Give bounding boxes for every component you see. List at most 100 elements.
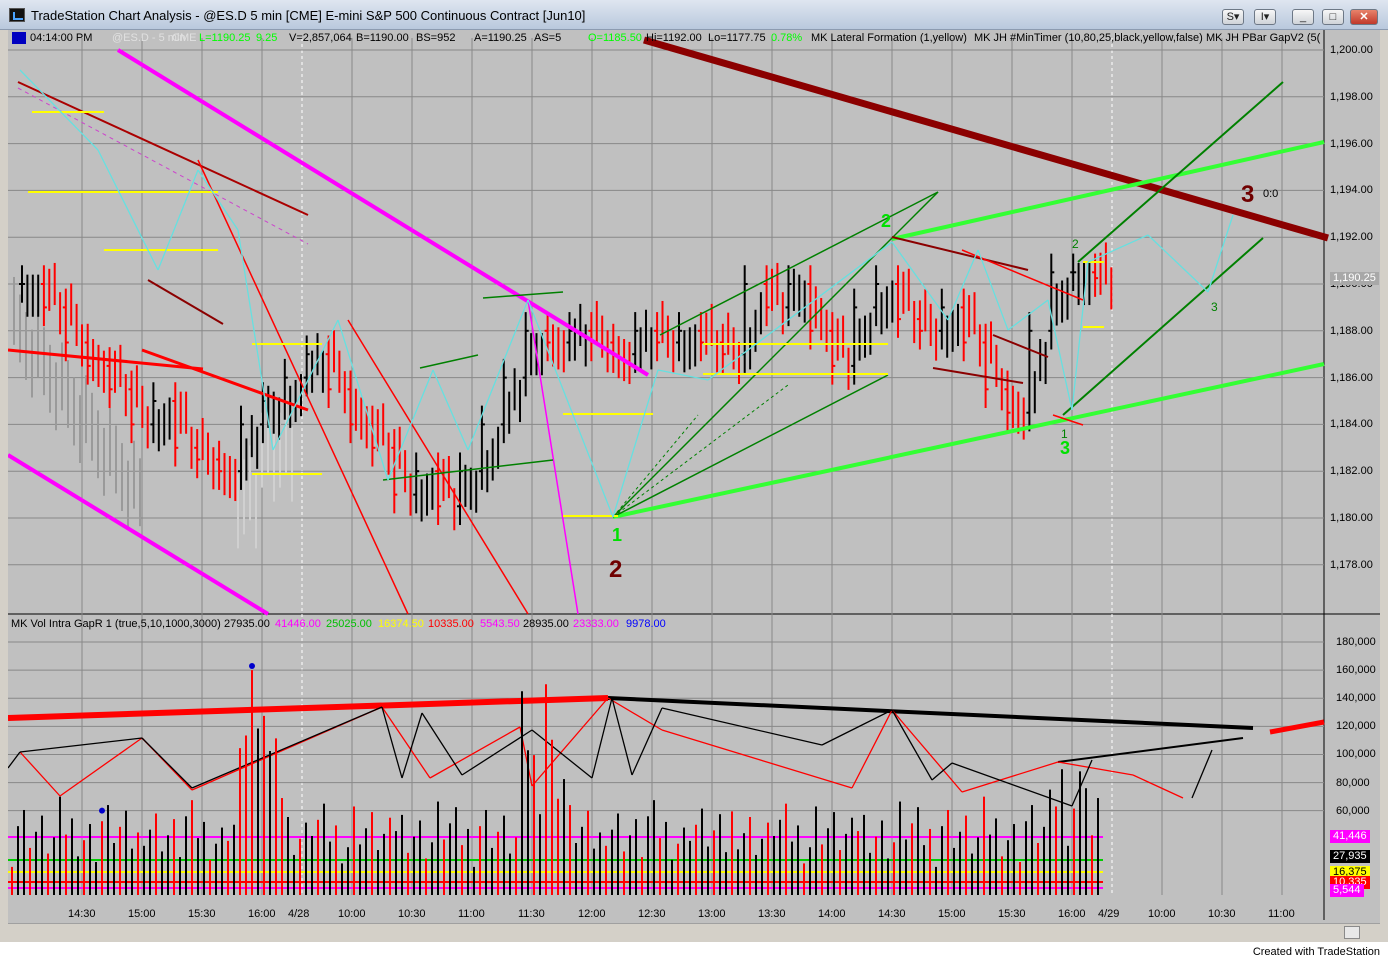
volume-zigzag (1132, 774, 1184, 799)
time-axis-tick-label: 15:30 (188, 908, 216, 920)
volume-trendline (1057, 737, 1244, 763)
volume-axis-tick-label: 60,000 (1336, 804, 1370, 817)
volume-zigzag (951, 762, 1073, 807)
volume-zigzag (891, 709, 963, 793)
zigzag-line (1007, 299, 1049, 331)
zigzag-line (97, 149, 159, 271)
zigzag-line (891, 241, 949, 321)
volume-axis-tick-label: 180,000 (1336, 636, 1376, 649)
time-axis-tick-label: 4/28 (288, 908, 310, 920)
time-axis-tick-label: 15:30 (998, 908, 1026, 920)
wave-label: 1 (612, 525, 623, 545)
trendline-support (612, 362, 1325, 519)
time-axis-tick-label: 16:00 (1058, 908, 1086, 920)
volume-zigzag (141, 737, 193, 789)
header-bid: B=1190.00 (356, 32, 409, 44)
header-time: 04:14:00 PM (30, 32, 93, 44)
trendline (8, 348, 204, 371)
trendline (1052, 414, 1084, 426)
volume-trendline (8, 695, 609, 721)
volume-zigzag (19, 751, 61, 797)
maximize-button[interactable]: □ (1322, 9, 1344, 25)
close-button[interactable]: ✕ (1350, 9, 1378, 25)
trendline (17, 81, 309, 216)
zigzag-line (947, 249, 979, 321)
volume-study-value: 41446.00 (275, 618, 321, 630)
wave-label: 1 (1061, 427, 1068, 441)
header-open: O=1185.50 (588, 32, 642, 44)
volume-zigzag (611, 697, 633, 776)
title-bar: TradeStation Chart Analysis - @ES.D 5 mi… (0, 0, 1388, 30)
volume-study-value: 23333.00 (573, 618, 619, 630)
chart-canvas[interactable] (8, 30, 1380, 930)
time-axis-tick-label: 10:30 (398, 908, 426, 920)
trendline (347, 319, 529, 615)
channel-line (482, 291, 564, 299)
volume-zigzag (59, 737, 143, 797)
tradestation-app-icon (9, 8, 25, 22)
trendline-magenta (8, 453, 270, 616)
header-bid-size: BS=952 (416, 32, 456, 44)
price-axis-tick-label: 1,192.00 (1330, 231, 1373, 244)
volume-zigzag (661, 707, 823, 746)
volume-study-value: 27935.00 (224, 618, 270, 630)
style-menu-button[interactable]: S▾ (1222, 9, 1244, 25)
volume-zigzag (461, 729, 533, 776)
scroll-arrow-icon[interactable] (1344, 926, 1360, 939)
zigzag-line (977, 249, 1009, 331)
price-axis-tick-label: 1,200.00 (1330, 44, 1373, 56)
volume-zigzag (191, 706, 383, 789)
indicator-label-mintimer[interactable]: MK JH #MinTimer (10,80,25,black,yellow,f… (974, 32, 1203, 44)
zigzag-line (432, 369, 469, 451)
indicator-label-pbar[interactable]: MK JH PBar GapV2 (5( (1206, 32, 1321, 44)
time-axis-tick-label: 13:00 (698, 908, 726, 920)
trendline-resistance (643, 36, 1329, 242)
header-last: L=1190.25 (199, 32, 251, 44)
minimize-button[interactable]: _ (1292, 9, 1314, 25)
wave-count-label: 0:0 (1263, 188, 1279, 200)
price-panel (8, 38, 1324, 614)
volume-spike-marker (99, 807, 105, 814)
zigzag-line (527, 299, 614, 518)
volume-axis-tick-label: 120,000 (1336, 720, 1376, 733)
trendline-support (891, 140, 1325, 241)
volume-study-label[interactable]: MK Vol Intra GapR 1 (true,5,10,1000,3000… (11, 618, 221, 630)
time-axis-tick-label: 10:00 (338, 908, 366, 920)
volume-zigzag (531, 697, 609, 787)
symbol-link-icon[interactable] (12, 32, 26, 44)
indicator-menu-button[interactable]: I▾ (1254, 9, 1276, 25)
window-title: TradeStation Chart Analysis - @ES.D 5 mi… (31, 8, 586, 23)
header-ask-size: AS=5 (534, 32, 562, 44)
indicator-label-lateral[interactable]: MK Lateral Formation (1,yellow) (811, 32, 967, 44)
trendline (932, 367, 1024, 384)
time-axis-tick-label: 11:00 (1268, 908, 1295, 920)
chart-area[interactable]: 04:14:00 PM @ES.D - 5 min CME L=1190.25 … (8, 30, 1380, 930)
volume-axis-tick-label: 160,000 (1336, 664, 1376, 677)
time-axis-tick-label: 15:00 (128, 908, 156, 920)
volume-zigzag (401, 712, 423, 779)
volume-zigzag (381, 706, 431, 779)
zigzag-line (237, 229, 274, 451)
zigzag-line (1087, 234, 1149, 263)
time-axis-tick-label: 11:30 (518, 908, 545, 920)
zigzag-line (657, 369, 709, 381)
time-axis-tick-label: 10:30 (1208, 908, 1236, 920)
price-axis-tick-label: 1,184.00 (1330, 418, 1373, 431)
volume-value-marker: 5,544 (1330, 884, 1364, 897)
volume-value-marker: 16,375 (1330, 866, 1370, 879)
volume-value-marker: 41,446 (1330, 830, 1370, 843)
created-with-label: Created with TradeStation (1252, 946, 1380, 958)
volume-zigzag (1071, 759, 1093, 807)
volume-zigzag (891, 709, 933, 781)
channel-line (612, 191, 939, 518)
horizontal-scrollbar[interactable] (8, 923, 1380, 940)
volume-zigzag (851, 709, 893, 789)
wave-label: 2 (881, 211, 892, 231)
time-axis-tick-label: 14:30 (878, 908, 906, 920)
volume-axis-tick-label: 80,000 (1336, 776, 1370, 789)
channel-line (612, 374, 889, 518)
zigzag-line (387, 369, 434, 481)
fan-line (612, 384, 789, 518)
zigzag-line (19, 69, 99, 151)
